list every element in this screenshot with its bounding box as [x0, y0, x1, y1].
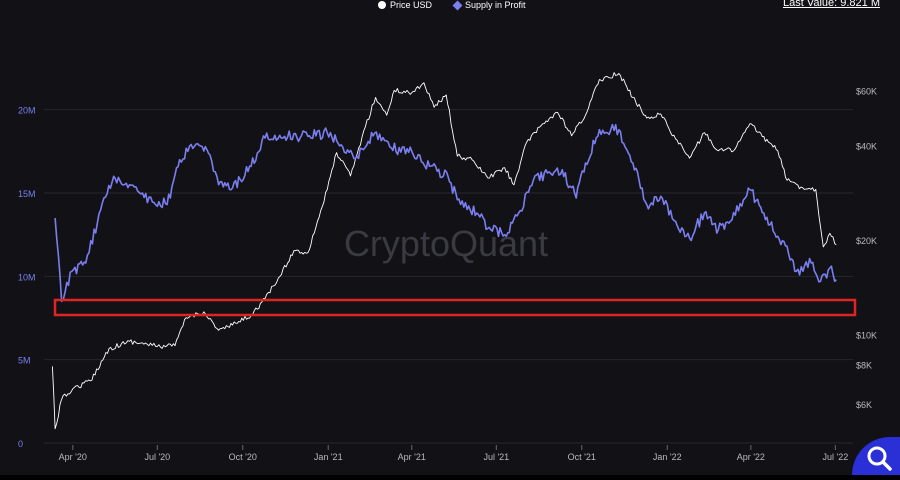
legend-supply-diamond-icon — [452, 0, 463, 10]
legend-price-label: Price USD — [390, 0, 433, 10]
series-line — [51, 72, 837, 430]
series-line — [54, 123, 837, 303]
x-tick-label: Apr '22 — [737, 452, 765, 462]
right-tick-label: $20K — [856, 236, 877, 246]
legend-supply[interactable]: Supply in Profit — [452, 0, 526, 10]
x-tick-label: Apr '21 — [398, 452, 426, 462]
x-tick-label: Apr '20 — [59, 452, 87, 462]
left-tick-label: 15M — [18, 189, 36, 199]
right-tick-label: $10K — [856, 330, 877, 340]
x-tick-label: Jul '21 — [483, 452, 509, 462]
x-tick-label: Oct '20 — [229, 452, 257, 462]
left-tick-label: 10M — [18, 272, 36, 282]
x-tick-label: Jul '22 — [822, 452, 848, 462]
x-tick-label: Jan '21 — [314, 452, 343, 462]
right-tick-label: $40K — [856, 142, 877, 152]
left-tick-label: 20M — [18, 106, 36, 116]
x-axis-ticks: Apr '20 Jul '20 Oct '20 Jan '21 Apr '21 Jul '… — [59, 445, 848, 462]
x-tick-label: Jan '22 — [653, 452, 682, 462]
right-axis-ticks: $6K $8K $10K $20K $40K $60K — [856, 86, 877, 409]
legend-supply-label: Supply in Profit — [465, 0, 526, 10]
search-icon — [867, 446, 892, 471]
x-tick-label: Oct '21 — [568, 452, 596, 462]
left-tick-label: 0 — [18, 439, 23, 449]
left-tick-label: 5M — [18, 356, 31, 366]
legend-price-dot-icon — [378, 1, 386, 9]
price-series — [51, 72, 837, 430]
left-axis-ticks: 0 5M 10M 15M 20M — [18, 106, 36, 449]
right-tick-label: $8K — [856, 361, 872, 371]
grid-lines — [44, 109, 853, 444]
right-tick-label: $6K — [856, 400, 872, 410]
watermark: CryptoQuant — [344, 223, 548, 264]
highlight-rectangle — [53, 298, 857, 317]
legend-price[interactable]: Price USD — [378, 0, 432, 10]
right-tick-label: $60K — [856, 86, 877, 96]
supply-series — [54, 123, 837, 303]
last-value: Last Value: 9.821 M — [782, 0, 880, 9]
x-tick-label: Jul '20 — [144, 452, 170, 462]
